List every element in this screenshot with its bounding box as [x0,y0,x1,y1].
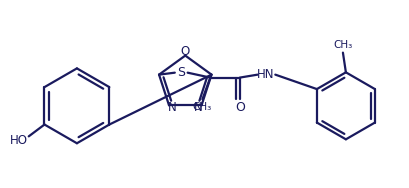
Text: CH₃: CH₃ [193,102,212,112]
Text: O: O [181,45,190,58]
Text: S: S [177,66,185,79]
Text: CH₃: CH₃ [333,40,353,50]
Text: O: O [235,101,245,114]
Text: N: N [168,101,176,114]
Text: N: N [194,101,203,114]
Text: HO: HO [10,134,28,147]
Text: HN: HN [257,68,274,81]
